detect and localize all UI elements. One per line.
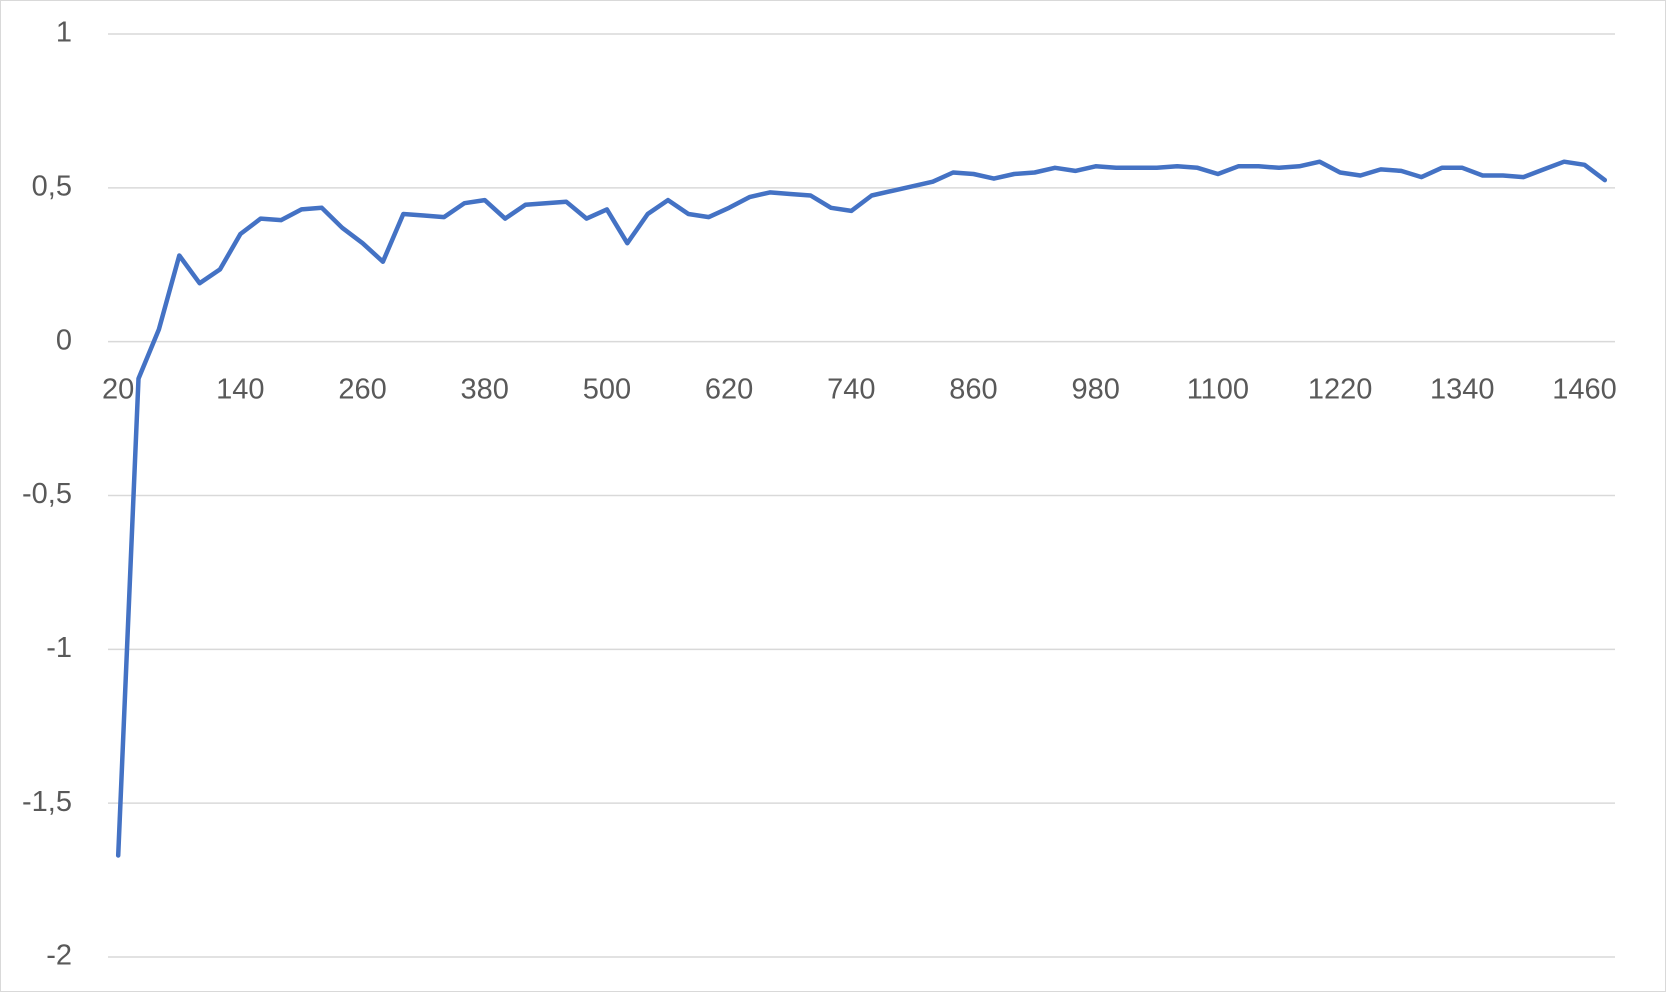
x-tick-label: 620 [705, 373, 753, 405]
y-tick-label: -0,5 [22, 478, 72, 510]
x-tick-label: 860 [949, 373, 997, 405]
x-tick-label: 1100 [1187, 373, 1249, 405]
y-tick-label: -1,5 [22, 786, 72, 818]
x-tick-label: 980 [1072, 373, 1120, 405]
y-tick-label: 0,5 [32, 170, 72, 202]
x-tick-label: 140 [216, 373, 264, 405]
x-tick-label: 20 [102, 373, 134, 405]
y-tick-label: -1 [46, 632, 72, 664]
y-tick-label: 1 [56, 17, 72, 49]
x-tick-label: 500 [583, 373, 631, 405]
y-tick-label: -2 [46, 940, 72, 972]
y-tick-label: 0 [56, 324, 72, 356]
line-series [115, 159, 1608, 858]
x-tick-label: 1340 [1430, 373, 1495, 405]
x-tick-label: 1220 [1308, 373, 1373, 405]
x-tick-label: 740 [827, 373, 875, 405]
x-tick-label: 380 [461, 373, 509, 405]
x-tick-label: 1460 [1552, 373, 1617, 405]
x-tick-label: 260 [338, 373, 386, 405]
